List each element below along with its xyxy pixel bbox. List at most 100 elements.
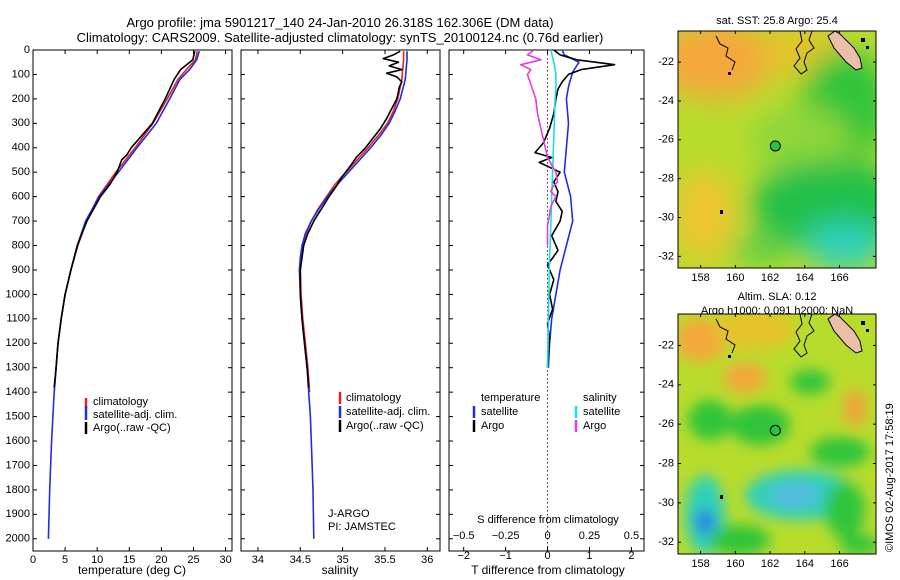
legend-climatology: climatology <box>346 392 402 404</box>
y-tick-label: 300 <box>12 117 30 129</box>
y-tick-label: 600 <box>12 191 30 203</box>
x-tick-label: −2 <box>457 550 470 562</box>
map-lon-label: 166 <box>830 272 848 284</box>
y-tick-label: 1800 <box>6 484 30 496</box>
map-lon-label: 164 <box>796 558 814 570</box>
map-lat-label: -26 <box>658 134 674 146</box>
figure-title-line1: Argo profile: jma 5901217_140 24-Jan-201… <box>126 15 554 30</box>
map-lat-label: -28 <box>658 457 674 469</box>
s-tick-label: −0.5 <box>453 530 475 542</box>
sst-map-title: sat. SST: 25.8 Argo: 25.4 <box>716 15 838 27</box>
sla-field <box>678 314 876 554</box>
y-tick-label: 500 <box>12 166 30 178</box>
y-tick-label: 800 <box>12 239 30 251</box>
map-lat-label: -24 <box>658 379 674 391</box>
temperature-xlabel: temperature (deg C) <box>78 563 186 577</box>
x-tick-label: 30 <box>219 554 231 566</box>
map-lat-label: -26 <box>658 418 674 430</box>
y-tick-label: 100 <box>12 68 30 80</box>
sst-map: sat. SST: 25.8 Argo: 25.4 -22-24-26-28- <box>658 15 877 284</box>
y-tick-label: 1300 <box>6 362 30 374</box>
legend-sal-satellite: satellite <box>583 406 620 418</box>
legend-argo: Argo(..raw -QC) <box>346 420 424 432</box>
legend-temp-argo: Argo <box>481 420 504 432</box>
figure-title-line2: Climatology: CARS2009. Satellite-adjuste… <box>76 30 604 45</box>
x-tick-label: 25 <box>187 554 199 566</box>
x-tick-label: 2 <box>628 550 634 562</box>
x-tick-label: 35.5 <box>374 554 395 566</box>
x-tick-label: 15 <box>123 554 135 566</box>
map-lon-label: 166 <box>830 558 848 570</box>
legend-climatology: climatology <box>93 396 149 408</box>
y-tick-label: 1600 <box>6 435 30 447</box>
y-tick-label: 1100 <box>6 313 30 325</box>
legend-salinity-title: salinity <box>583 392 617 404</box>
map-lat-label: -22 <box>658 56 674 68</box>
map-lon-label: 164 <box>796 272 814 284</box>
legend-temp-satellite: satellite <box>481 406 518 418</box>
y-tick-label: 1000 <box>6 288 30 300</box>
temperature-axes <box>32 49 233 552</box>
series-line-argo-raw-qc- <box>299 50 403 388</box>
y-tick-label: 400 <box>12 142 30 154</box>
map-lon-label: 158 <box>691 558 709 570</box>
map-lon-label: 162 <box>761 272 779 284</box>
map-lat-label: -30 <box>658 211 674 223</box>
series-line-salinity-argo <box>519 50 559 246</box>
sst-field <box>678 31 876 268</box>
x-tick-label: 1 <box>586 550 592 562</box>
map-lat-label: -28 <box>658 173 674 185</box>
series-line-argo-raw-qc- <box>53 51 196 388</box>
y-tick-label: 2000 <box>6 533 30 545</box>
s-tick-label: 0.5 <box>624 530 639 542</box>
legend-sal-argo: Argo <box>583 420 606 432</box>
float-position-marker <box>769 140 781 152</box>
s-tick-label: 0 <box>544 530 550 542</box>
s-diff-xlabel: S difference from climatology <box>477 514 619 526</box>
float-program: J-ARGO <box>328 508 370 520</box>
legend-satellite: satellite-adj. clim. <box>346 406 430 418</box>
map-lat-label: -30 <box>658 497 674 509</box>
salinity-panel: 34 34.5 35 35.5 36 salinity climatology sate… <box>240 49 441 577</box>
y-tick-label: 1500 <box>6 410 30 422</box>
float-position-marker <box>769 424 781 436</box>
x-tick-label: 36 <box>421 554 433 566</box>
map-lon-label: 160 <box>726 272 744 284</box>
series-line-salinity-satellite <box>546 50 557 368</box>
legend-argo: Argo(..raw -QC) <box>93 422 171 434</box>
s-tick-label: 0.25 <box>579 530 600 542</box>
x-tick-label: 34 <box>252 554 264 566</box>
legend-temperature-title: temperature <box>481 392 540 404</box>
y-tick-label: 700 <box>12 215 30 227</box>
difference-legend: temperature salinity satellite Argo sate… <box>472 392 620 432</box>
difference-panel: −2 −1 0 1 2 S difference from climatology −0… <box>448 49 645 577</box>
sla-map-title1: Altim. SLA: 0.12 <box>738 291 817 303</box>
sla-map: Altim. SLA: 0.12 Argo h1000: 0.091 h2000… <box>658 291 877 570</box>
difference-axes <box>448 49 645 552</box>
x-tick-label: 20 <box>155 554 167 566</box>
temperature-panel: 0100200300400500600700800900100011001200… <box>6 44 233 577</box>
map-lat-label: -32 <box>658 250 674 262</box>
y-tick-label: 1200 <box>6 337 30 349</box>
salinity-legend: climatology satellite-adj. clim. Argo(..… <box>338 392 430 432</box>
x-tick-label: 34.5 <box>290 554 311 566</box>
imos-timestamp: ©IMOS 02-Aug-2017 17:58:19 <box>884 403 896 552</box>
x-tick-label: 35 <box>336 554 348 566</box>
map-lon-label: 160 <box>726 558 744 570</box>
t-diff-xlabel: T difference from climatology <box>471 563 625 577</box>
x-tick-label: 5 <box>62 554 68 566</box>
y-tick-label: 1400 <box>6 386 30 398</box>
x-tick-label: 0 <box>30 554 36 566</box>
y-tick-label: 200 <box>12 93 30 105</box>
map-lat-label: -22 <box>658 339 674 351</box>
x-tick-label: −1 <box>499 550 512 562</box>
temperature-legend: climatology satellite-adj. clim. Argo(..… <box>84 396 177 434</box>
y-tick-label: 1700 <box>6 459 30 471</box>
map-lon-label: 162 <box>761 558 779 570</box>
s-tick-label: −0.25 <box>492 530 520 542</box>
legend-satellite: satellite-adj. clim. <box>93 409 177 421</box>
map-lat-label: -32 <box>658 536 674 548</box>
series-line-temperature-satellite <box>547 50 580 368</box>
y-tick-label: 1900 <box>6 508 30 520</box>
